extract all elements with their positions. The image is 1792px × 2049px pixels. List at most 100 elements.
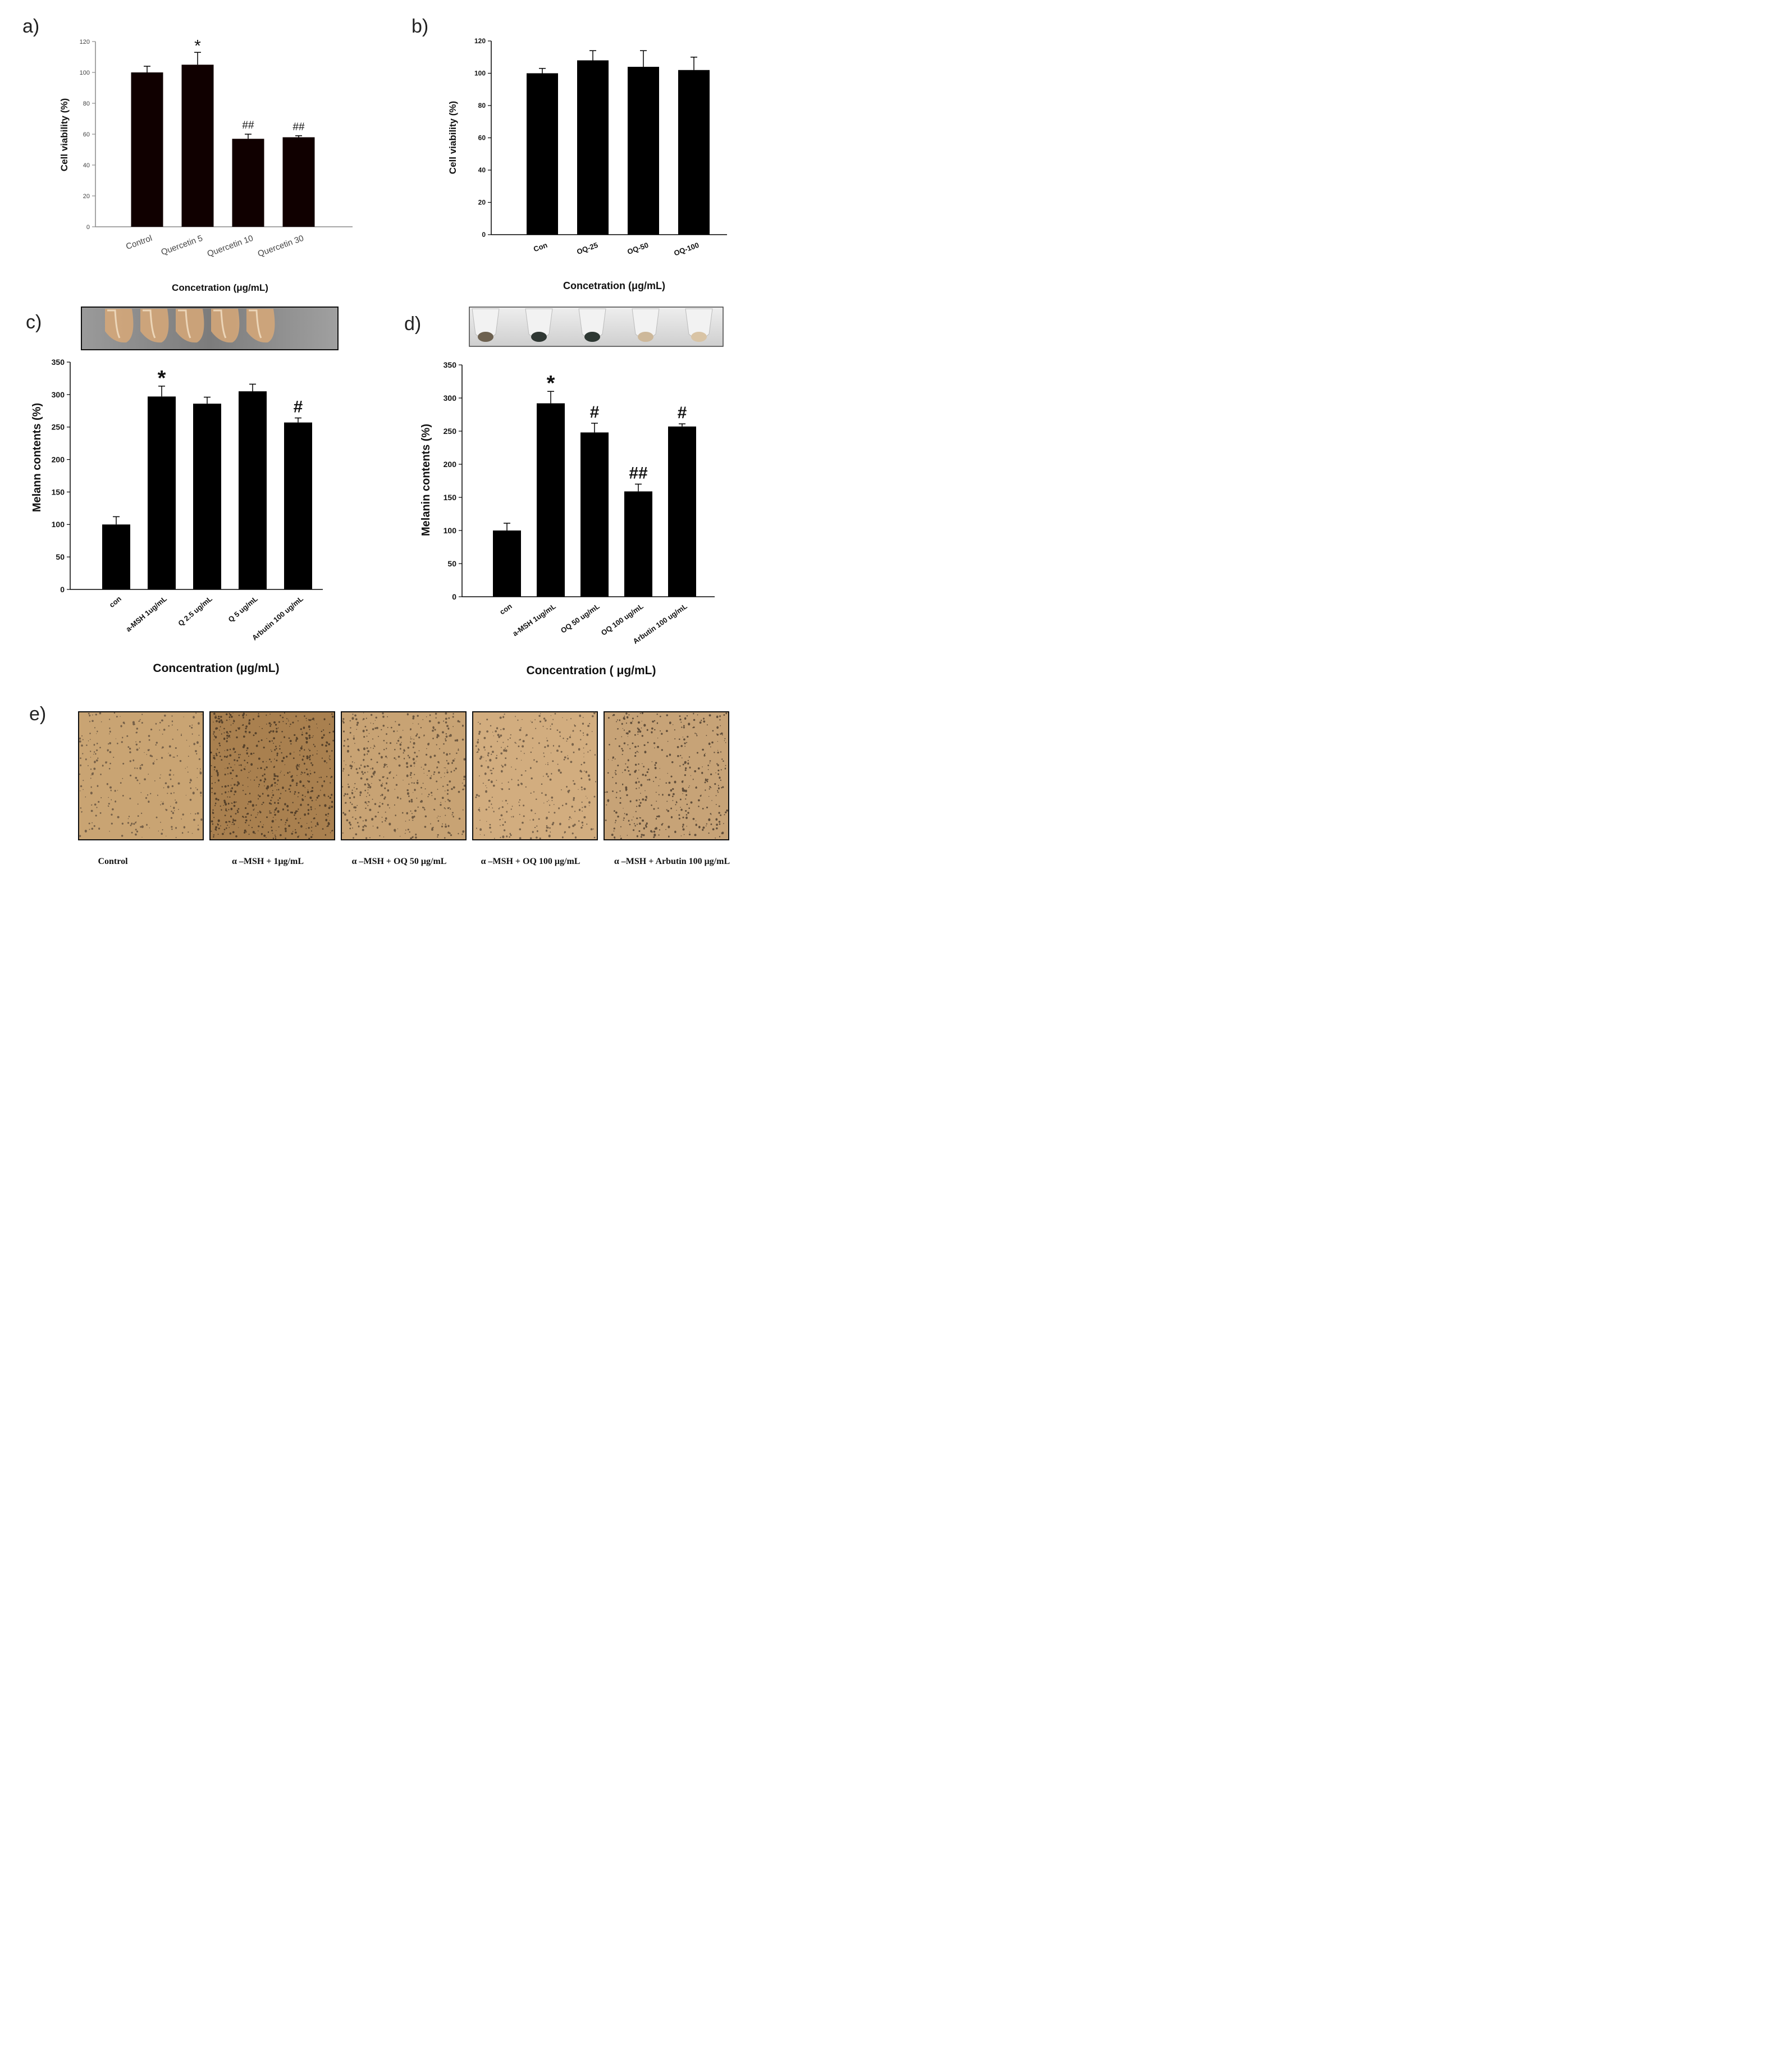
- y-tick-label: 350: [52, 358, 65, 367]
- micrograph-caption: Control: [98, 857, 128, 866]
- micrograph-panel: α –MSH + Arbutin 100 μg/mL: [604, 711, 730, 866]
- bar: [102, 524, 130, 589]
- category-label: a-MSH 1ug/mL: [511, 602, 557, 638]
- bar: [580, 432, 609, 597]
- y-tick-label: 0: [482, 231, 486, 239]
- y-tick-label: 250: [444, 427, 457, 436]
- y-tick-label: 60: [83, 131, 90, 138]
- tube: [211, 309, 240, 343]
- bar: [282, 137, 315, 227]
- x-axis-title: Concentration (μg/mL): [153, 662, 279, 675]
- significance-mark: ##: [292, 121, 305, 133]
- y-tick-label: 80: [83, 100, 90, 107]
- significance-mark: ##: [242, 120, 254, 131]
- pellet: [691, 332, 707, 342]
- y-tick-label: 120: [474, 37, 486, 45]
- category-label: con: [108, 594, 123, 609]
- bar: [284, 422, 312, 589]
- micrograph-caption: α –MSH + 1μg/mL: [232, 857, 304, 866]
- chart-b-cell-viability-oq: 0 20 40 60 80 100 120 Con OQ-25 OQ-50 OQ-100 Concet…: [447, 37, 727, 291]
- cell-dots: [79, 712, 203, 839]
- y-tick-label: 20: [478, 199, 486, 207]
- bar: [537, 403, 565, 597]
- category-label: Q 5 ug/mL: [227, 594, 259, 624]
- panel-label-a: a): [22, 16, 39, 37]
- panel-label-c: c): [26, 312, 42, 333]
- significance-mark: #: [590, 403, 600, 422]
- panel-label-e: e): [29, 703, 46, 725]
- bar: [527, 73, 558, 235]
- bar: [628, 67, 659, 235]
- tube-highlight: [178, 309, 191, 339]
- bar: [239, 391, 267, 589]
- significance-mark: *: [158, 367, 166, 390]
- micrograph-caption: α –MSH + OQ 100 μg/mL: [481, 857, 580, 866]
- panel-label-d: d): [404, 313, 421, 335]
- y-tick-label: 150: [444, 493, 457, 502]
- y-axis-title: Cell viability (%): [59, 98, 70, 171]
- category-label: Q 2.5 ug/mL: [176, 594, 214, 628]
- tube-highlight: [213, 309, 227, 339]
- category-label: OQ-100: [673, 241, 700, 258]
- micrograph-row: Control α –MSH + 1μg/mL α –MSH + OQ 50 μg/…: [78, 711, 730, 866]
- y-tick-label: 200: [52, 455, 65, 464]
- bar: [193, 404, 221, 589]
- y-tick-label: 50: [447, 559, 456, 568]
- y-tick-label: 40: [83, 162, 90, 169]
- category-label: Con: [532, 241, 548, 254]
- category-label: OQ 100 ug/mL: [600, 602, 645, 637]
- bar: [577, 60, 609, 235]
- category-label: OQ 50 ug/mL: [559, 602, 601, 635]
- tube-photo-d: [469, 307, 724, 347]
- y-tick-label: 300: [444, 394, 457, 403]
- y-axis-title: Cell viability (%): [447, 101, 458, 174]
- bar: [148, 396, 176, 589]
- chart-a-cell-viability-quercetin: 0 20 40 60 80 100 120 Control * Quercetin 5 ## Quer…: [59, 36, 353, 293]
- y-tick-label: 50: [56, 552, 65, 561]
- significance-mark: ##: [629, 464, 648, 482]
- category-label: Quercetin 30: [257, 234, 305, 259]
- y-tick-label: 200: [444, 460, 457, 469]
- bar: [493, 530, 521, 597]
- y-tick-label: 100: [444, 526, 457, 535]
- y-tick-label: 150: [52, 487, 65, 496]
- micrograph-image: [341, 711, 467, 840]
- category-label: Control: [125, 234, 153, 252]
- panel-label-b: b): [412, 16, 428, 37]
- pellet: [638, 332, 653, 342]
- y-tick-label: 100: [80, 70, 90, 76]
- y-tick-label: 0: [86, 224, 90, 231]
- micrograph-panel: Control: [78, 711, 204, 866]
- micrograph-panel: α –MSH + OQ 50 μg/mL: [341, 711, 467, 866]
- y-tick-label: 300: [52, 390, 65, 399]
- y-tick-label: 0: [60, 585, 65, 594]
- category-label: OQ-50: [626, 241, 650, 256]
- y-tick-label: 100: [52, 520, 65, 529]
- y-tick-label: 100: [474, 70, 486, 77]
- x-axis-title: Concetration (μg/mL): [172, 282, 268, 293]
- micrograph-caption: α –MSH + OQ 50 μg/mL: [352, 857, 447, 866]
- micrograph-panel: α –MSH + 1μg/mL: [209, 711, 335, 866]
- bar: [131, 72, 163, 227]
- bar: [624, 491, 652, 597]
- micrograph-image: [472, 711, 598, 840]
- bar: [232, 139, 264, 227]
- y-tick-label: 60: [478, 134, 486, 142]
- pellet: [531, 332, 547, 342]
- bar: [181, 65, 214, 227]
- pellet: [584, 332, 600, 342]
- category-label: Quercetin 5: [160, 234, 204, 257]
- category-label: OQ-25: [575, 241, 599, 256]
- pellet: [478, 332, 493, 342]
- tube-highlight: [143, 309, 156, 339]
- category-label: Quercetin 10: [206, 234, 255, 259]
- tube: [105, 309, 134, 343]
- y-tick-label: 0: [452, 592, 456, 601]
- tube-highlight: [249, 309, 262, 339]
- x-axis-title: Concentration ( μg/mL): [527, 664, 656, 677]
- significance-mark: *: [194, 36, 201, 55]
- bar: [668, 426, 696, 597]
- tube-photo-c: [81, 307, 339, 350]
- significance-mark: *: [547, 372, 555, 395]
- category-label: con: [498, 602, 514, 616]
